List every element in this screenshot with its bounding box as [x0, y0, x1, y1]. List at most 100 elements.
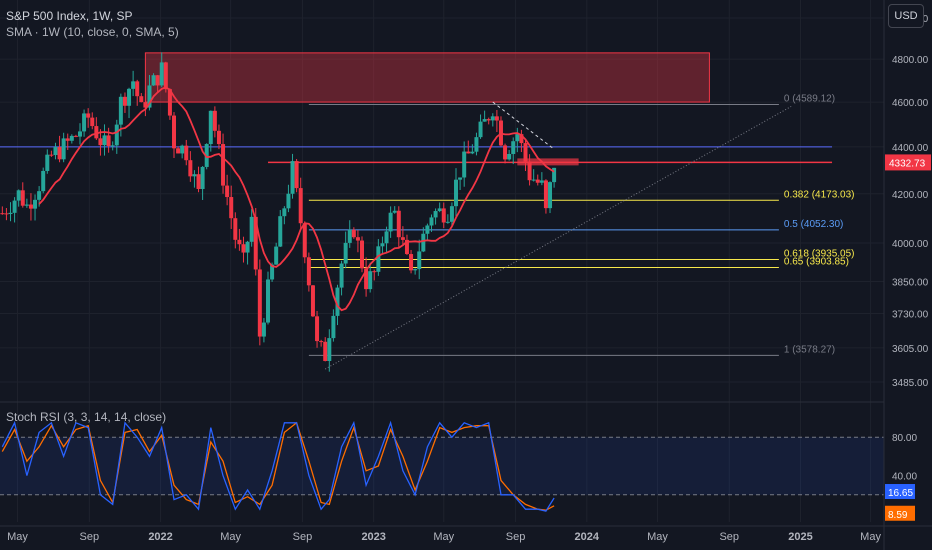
candle-body: [360, 240, 365, 269]
candle-body: [421, 233, 426, 252]
candle-body: [511, 141, 516, 154]
x-tick-label: Sep: [80, 531, 100, 543]
candle-body: [196, 174, 201, 189]
candle-body: [49, 154, 54, 156]
candle-body: [543, 180, 548, 209]
stoch-y-tick-label: 80.00: [892, 433, 917, 444]
candle-body: [433, 211, 438, 218]
candle-body: [204, 144, 209, 167]
candle-body: [241, 244, 246, 253]
candle-body: [33, 199, 38, 209]
candle-body: [90, 117, 95, 127]
stoch-rsi-pane: [0, 401, 932, 512]
candle-body: [466, 151, 471, 154]
x-tick-label: May: [647, 531, 668, 543]
candle-body: [135, 81, 140, 97]
candle-body: [458, 177, 463, 180]
candle-body: [41, 170, 46, 192]
candle-body: [351, 229, 356, 238]
candle-body: [417, 251, 422, 270]
candle-body: [200, 166, 205, 189]
candle-body: [171, 115, 176, 149]
candle-body: [380, 243, 385, 247]
candle-body: [331, 315, 336, 339]
candle-body: [8, 212, 13, 214]
candle-body: [315, 316, 320, 342]
candle-body: [449, 206, 454, 222]
fib-level-label: 0.5 (4052.30): [784, 219, 844, 230]
y-tick-label: 4200.00: [892, 190, 929, 201]
stoch-rsi-legend[interactable]: Stoch RSI (3, 3, 14, 14, close): [6, 410, 167, 424]
y-tick-label: 3485.00: [892, 378, 929, 389]
candle-body: [266, 279, 271, 323]
candle-body: [212, 110, 217, 131]
candle-body: [12, 200, 17, 213]
candle-body: [257, 269, 262, 337]
candle-body: [486, 119, 491, 121]
x-tick-label: Sep: [293, 531, 313, 543]
candle-body: [176, 148, 181, 154]
candle-body: [221, 144, 226, 186]
candle-body: [61, 138, 66, 160]
trend-line: [324, 106, 792, 370]
candle-body: [4, 213, 9, 215]
price-axis-bg: [884, 0, 932, 550]
candle-body: [302, 223, 307, 258]
candle-body: [167, 89, 172, 116]
currency-button[interactable]: USD: [888, 4, 924, 28]
x-tick-label: May: [7, 531, 28, 543]
candle-body: [131, 81, 136, 89]
candle-body: [409, 254, 414, 271]
candle-body: [159, 62, 164, 86]
candle-body: [413, 269, 418, 271]
candle-body: [290, 161, 295, 194]
candle-body: [535, 179, 540, 183]
candle-body: [37, 191, 42, 200]
resistance-band: [517, 158, 579, 166]
candle-body: [94, 126, 99, 139]
candle-body: [237, 239, 242, 245]
sma-legend[interactable]: SMA · 1W (10, close, 0, SMA, 5): [6, 25, 179, 39]
candle-body: [298, 188, 303, 224]
candle-body: [445, 221, 450, 223]
candle-body: [539, 180, 544, 183]
x-tick-label: May: [220, 531, 241, 543]
candle-body: [400, 237, 405, 240]
y-tick-label: 3850.00: [892, 278, 929, 289]
fib-level-label: 1 (3578.27): [784, 344, 835, 355]
candle-body: [339, 263, 344, 288]
fib-retracement: 0 (4589.12) 0.382 (4173.03) 0.5 (4052.30) 0…: [308, 93, 855, 356]
last-price-tag: [885, 154, 931, 171]
candle-body: [347, 229, 352, 243]
candle-body: [482, 119, 487, 122]
candle-body: [515, 134, 520, 142]
candle-body: [184, 145, 189, 161]
candle-body: [392, 210, 397, 213]
candle-body: [106, 135, 111, 147]
candle-body: [233, 218, 238, 240]
candle-body: [102, 135, 107, 146]
horizontal-lines: [0, 146, 833, 166]
candle-body: [143, 102, 148, 108]
chart-title[interactable]: S&P 500 Index, 1W, SP: [6, 9, 133, 23]
candle-body: [478, 121, 483, 138]
candle-body: [319, 341, 324, 343]
candle-body: [147, 85, 152, 108]
stoch-d-label: 8.59: [888, 510, 908, 521]
candle-body: [122, 96, 127, 106]
candle-body: [335, 287, 340, 316]
fib-level-label: 0.65 (3903.85): [784, 257, 849, 268]
trend-lines: [324, 101, 792, 370]
last-price-label: 4332.73: [889, 158, 926, 169]
candle-body: [28, 204, 33, 209]
candle-body: [180, 145, 185, 154]
candle-body: [57, 146, 62, 160]
candle-body: [364, 268, 369, 290]
candle-body: [503, 145, 508, 160]
candle-body: [139, 96, 144, 103]
candle-body: [368, 271, 373, 290]
stoch-band-fill: [0, 437, 884, 495]
candle-body: [127, 88, 132, 106]
